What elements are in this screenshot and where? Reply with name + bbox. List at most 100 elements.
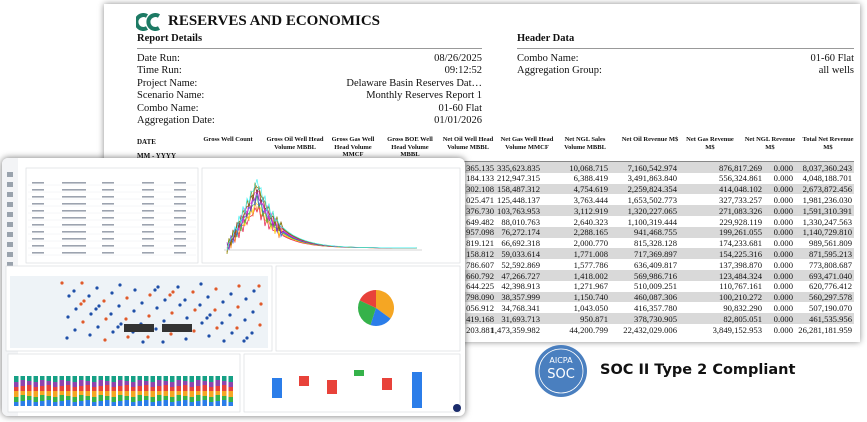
bar-segment [209, 397, 214, 402]
bar-segment [40, 395, 45, 401]
map-dot [168, 293, 172, 297]
bar-segment [20, 386, 25, 391]
map-dot [205, 316, 209, 320]
sidebar-icon [7, 202, 13, 207]
map-dot [103, 338, 107, 342]
table-cell: 0.000 [773, 313, 793, 324]
map-dot [81, 320, 85, 324]
section-heading: Header Data [517, 33, 575, 44]
table-cell: 819.121 [466, 238, 494, 249]
waterfall-bar [299, 376, 309, 386]
map-dot [192, 329, 196, 333]
bar-segment [189, 387, 194, 391]
bar-segment [14, 376, 19, 382]
bar-segment [157, 391, 162, 395]
table-cell: 1,320,227.065 [627, 205, 677, 216]
bar-segment [228, 402, 233, 406]
map-dot [245, 336, 249, 340]
map-dot [242, 339, 246, 343]
table-cell: 66,692.318 [501, 238, 540, 249]
table-cell: 957.098 [466, 227, 494, 238]
bar-segment [40, 391, 45, 395]
map-dot [183, 298, 187, 302]
table-cell: 1,150.740 [573, 292, 608, 303]
table-cell: 644.225 [466, 281, 494, 292]
bar-segment [222, 385, 227, 391]
pie-slice [359, 290, 376, 308]
bar-segment [20, 380, 25, 386]
map-dot [79, 302, 83, 306]
table-cell: 0.000 [773, 184, 793, 195]
field-value: 09:12:52 [444, 65, 482, 77]
bar-segment [157, 401, 162, 406]
bar-segment [124, 400, 129, 406]
map-dot [222, 339, 226, 343]
column-header: Net NGL Sales Volume MBBL [564, 136, 606, 151]
bar-segment [176, 386, 181, 391]
field-label: Project Name: [137, 77, 198, 89]
table-text [102, 203, 114, 205]
table-cell: 798.090 [466, 292, 494, 303]
table-cell: 4,048,188.701 [802, 173, 852, 184]
bar-segment [209, 391, 214, 397]
map-dot [65, 336, 69, 340]
table-cell: 38,357.999 [501, 292, 540, 303]
table-cell: 560,297.578 [809, 292, 852, 303]
bar-segment [20, 391, 25, 395]
bar-segment [33, 391, 38, 397]
table-cell: 22,432,029.006 [623, 324, 677, 335]
map-dot [110, 291, 114, 295]
table-cell: 0.000 [773, 281, 793, 292]
sidebar-icon [7, 252, 13, 257]
table-cell: 4,754.619 [573, 184, 608, 195]
table-cell: 100,210.272 [719, 292, 762, 303]
bar-segment [163, 400, 168, 406]
table-cell: 1,330,247.563 [802, 216, 852, 227]
sidebar-icon [7, 212, 13, 217]
table-cell: 1,271.967 [573, 281, 608, 292]
map-dot [96, 325, 100, 329]
bar-segment [228, 397, 233, 402]
table-cell: 1,653,502.773 [627, 194, 677, 205]
bar-segment [222, 396, 227, 400]
table-text [32, 224, 44, 226]
bar-segment [163, 396, 168, 400]
table-text [102, 231, 114, 233]
bar-segment [137, 380, 142, 386]
table-cell: 717,369.897 [634, 248, 677, 259]
table-cell: 335,623.835 [497, 162, 540, 173]
bar-segment [183, 396, 188, 400]
bar-segment [183, 376, 188, 381]
bar-segment [215, 386, 220, 391]
table-cell: 461,535.956 [809, 313, 852, 324]
bar-segment [150, 382, 155, 387]
bar-segment [14, 402, 19, 406]
table-cell: 1,100,319.444 [627, 216, 677, 227]
bar-segment [27, 391, 32, 396]
map-dot [235, 326, 239, 330]
table-cell: 229,928.119 [719, 216, 762, 227]
map-dot [199, 282, 203, 286]
table-text [62, 182, 86, 184]
bar-segment [189, 382, 194, 387]
bar-segment [196, 391, 201, 395]
map-dot [208, 313, 212, 317]
table-text [142, 238, 154, 240]
field-label: Time Run: [137, 65, 182, 77]
table-text [142, 245, 154, 247]
table-cell: 10,068.715 [569, 162, 608, 173]
map-dot [72, 289, 76, 293]
table-cell: 103,763.953 [497, 205, 540, 216]
table-text [174, 203, 186, 205]
map-dot [156, 285, 160, 289]
row-shading [137, 291, 854, 303]
table-cell: 1,771.008 [573, 248, 608, 259]
map-dot [198, 303, 202, 307]
field-label: Combo Name: [137, 102, 199, 114]
map-dot [116, 325, 120, 329]
report-title: RESERVES AND ECONOMICS [168, 13, 381, 29]
map-dot [125, 296, 129, 300]
bar-segment [202, 376, 207, 381]
bar-segment [85, 400, 90, 406]
